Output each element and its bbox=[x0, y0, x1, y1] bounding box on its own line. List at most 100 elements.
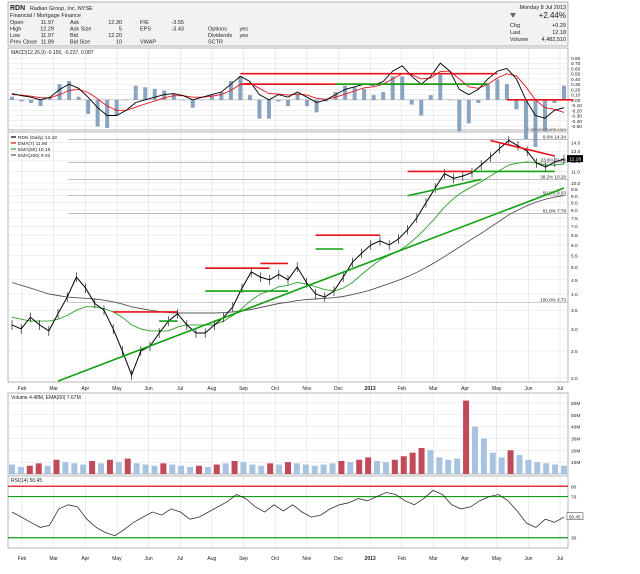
symbol-label: RDN bbox=[10, 5, 25, 12]
price-series-ema-200- bbox=[11, 195, 565, 314]
volume-bar bbox=[374, 460, 381, 474]
volume-bar bbox=[249, 464, 256, 474]
month-tick-label: Oct bbox=[271, 386, 279, 392]
month-tick-label: Feb bbox=[397, 556, 406, 562]
header-field-label: SCTR bbox=[208, 40, 223, 46]
macd-histogram-bar bbox=[266, 99, 271, 119]
month-tick-label: Jun bbox=[145, 556, 153, 562]
month-tick-label: Mar bbox=[429, 556, 438, 562]
volume-bar bbox=[525, 459, 532, 474]
header-field-value: 5 bbox=[119, 27, 122, 33]
header-panel bbox=[7, 1, 569, 47]
macd-histogram-bar bbox=[124, 99, 129, 101]
volume-bar bbox=[356, 459, 363, 474]
header-right-value: 4,482,510 bbox=[542, 37, 566, 43]
macd-histogram-bar bbox=[419, 99, 424, 116]
volume-bar bbox=[178, 465, 185, 474]
price-annotation-line bbox=[407, 178, 482, 197]
volume-bar bbox=[26, 465, 33, 474]
volume-bar bbox=[160, 463, 167, 474]
header-field-value: yes bbox=[239, 33, 248, 39]
macd-histogram-bar bbox=[200, 99, 205, 101]
macd-tick-label: -0.50 bbox=[571, 124, 582, 130]
price-legend-entry: EMA(200) 9.02 bbox=[18, 153, 51, 159]
down-triangle-icon bbox=[510, 13, 516, 18]
price-tick-label: 3.0 bbox=[571, 327, 578, 333]
price-tick-label: 8.0 bbox=[571, 208, 578, 214]
macd-histogram-bar bbox=[143, 87, 148, 100]
price-tick-label: 5.5 bbox=[571, 253, 578, 259]
header-field-label: P/E bbox=[140, 20, 149, 26]
volume-bar bbox=[516, 455, 523, 474]
month-tick-label: Sep bbox=[239, 556, 248, 562]
price-tick-label: 7.5 bbox=[571, 216, 578, 222]
macd-histogram-bar bbox=[495, 79, 500, 100]
month-tick-label: Mar bbox=[49, 556, 58, 562]
volume-bar bbox=[142, 464, 149, 474]
volume-bar bbox=[561, 465, 567, 474]
macd-histogram-bar bbox=[48, 98, 53, 100]
volume-bar bbox=[463, 400, 470, 474]
header-right-label: Volume bbox=[510, 37, 528, 43]
price-tick-label: 13.0 bbox=[571, 149, 581, 155]
header-right-value: +0.29 bbox=[552, 23, 566, 29]
price-tick-label: 4.0 bbox=[571, 292, 578, 298]
month-tick-label: Apr bbox=[81, 386, 89, 392]
macd-histogram-bar bbox=[257, 99, 262, 119]
rsi-legend: RSI(14) 50.45 bbox=[11, 478, 42, 484]
volume-bar bbox=[240, 462, 247, 474]
volume-bar bbox=[9, 464, 15, 474]
volume-bar bbox=[382, 462, 389, 474]
month-tick-label: Dec bbox=[334, 556, 343, 562]
volume-tick-label: 30M bbox=[571, 436, 580, 442]
macd-histogram-bar bbox=[324, 99, 329, 102]
fib-level-label: 38.2% 10.29 bbox=[540, 175, 566, 180]
price-tick-label: 11.0 bbox=[571, 169, 580, 175]
month-tick-label: Sep bbox=[239, 386, 248, 392]
price-tick-label: 7.0 bbox=[571, 224, 578, 230]
macd-tick-label: -0.40 bbox=[571, 119, 582, 125]
header-field-label: Ask Size bbox=[70, 27, 91, 33]
price-tick-label: 9.5 bbox=[571, 187, 578, 193]
volume-bar bbox=[231, 460, 238, 474]
month-tick-label: Jul bbox=[557, 386, 563, 392]
header-field-label: Open bbox=[10, 20, 23, 26]
macd-histogram-bar bbox=[428, 95, 433, 100]
volume-bar bbox=[71, 463, 78, 474]
macd-histogram-bar bbox=[552, 99, 557, 103]
month-tick-label: Aug bbox=[207, 386, 216, 392]
volume-tick-label: 50M bbox=[571, 413, 580, 419]
macd-histogram-bar bbox=[162, 90, 167, 100]
macd-histogram-bar bbox=[409, 99, 414, 105]
fib-level-label: 100.0% 3.73 bbox=[540, 297, 566, 302]
macd-histogram-bar bbox=[86, 99, 91, 114]
sector-label: Financial / Mortgage Finance bbox=[10, 13, 81, 19]
header-field-label: Dividends bbox=[208, 33, 232, 39]
fib-level-label: 50.0% 9.03 bbox=[543, 190, 567, 195]
macd-histogram-bar bbox=[381, 92, 386, 100]
macd-histogram-bar bbox=[562, 85, 566, 100]
header-field-value: 11.97 bbox=[41, 20, 54, 26]
macd-histogram-bar bbox=[105, 99, 110, 129]
price-legend-entry: RDN (Daily) 12.18 bbox=[18, 135, 57, 141]
volume-bar bbox=[17, 466, 24, 474]
price-tick-label: 8.5 bbox=[571, 201, 578, 207]
macd-tick-label: 0.10 bbox=[571, 93, 581, 99]
header-right-value: 12.18 bbox=[552, 30, 566, 36]
price-annotation-line bbox=[490, 139, 555, 157]
macd-histogram-bar bbox=[400, 76, 405, 100]
price-tick-label: 2.5 bbox=[571, 349, 578, 355]
month-tick-label: Nov bbox=[302, 556, 311, 562]
company-label: Radian Group, Inc. NYSE bbox=[30, 6, 93, 12]
month-tick-label: Feb bbox=[18, 386, 27, 392]
month-tick-label: 2013 bbox=[365, 386, 376, 392]
price-tick-label: 2.0 bbox=[571, 376, 578, 382]
header-field-value: -3.43 bbox=[171, 27, 184, 33]
macd-histogram-bar bbox=[476, 99, 481, 103]
macd-tick-label: 0.60 bbox=[571, 66, 581, 72]
rsi-last-label: 50.45 bbox=[569, 514, 581, 519]
macd-histogram-bar bbox=[362, 88, 367, 100]
volume-bar bbox=[409, 452, 416, 474]
header-field-label: Ask bbox=[70, 20, 79, 26]
price-tick-label: 3.5 bbox=[571, 308, 578, 314]
